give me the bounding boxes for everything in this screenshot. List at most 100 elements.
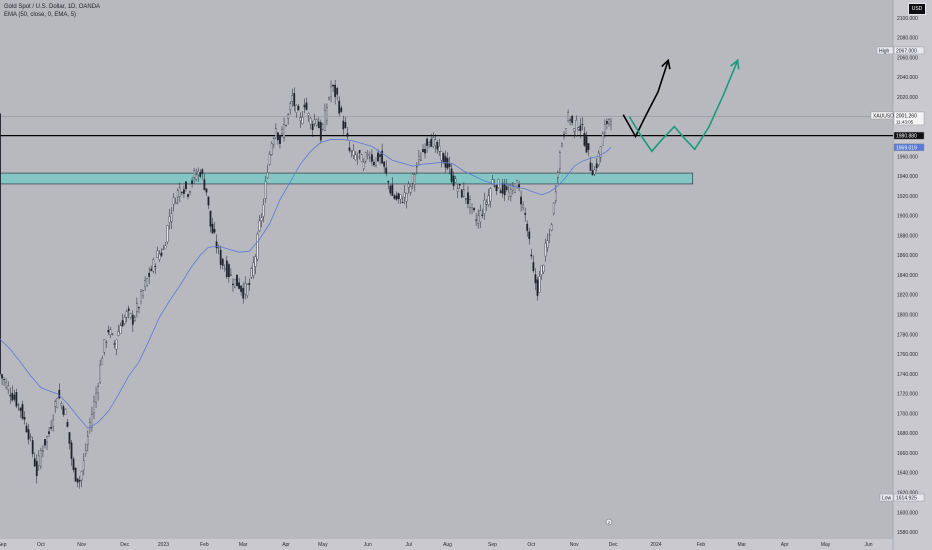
candle-body [52, 419, 55, 427]
candle-body [581, 123, 584, 125]
candle-body [219, 249, 222, 265]
candle-body [303, 104, 306, 108]
candle-body [180, 191, 183, 193]
candle-body [252, 262, 255, 276]
candle-body [450, 168, 453, 182]
candle-body [25, 425, 28, 433]
y-tick-label: 1840.000 [897, 273, 918, 279]
candle-body [583, 133, 586, 146]
candle-body [93, 401, 95, 414]
candle-body [227, 264, 230, 278]
y-tick-label: 1820.000 [897, 293, 918, 299]
candle-body [462, 189, 465, 197]
candle-body [411, 173, 414, 184]
candle-body [603, 124, 606, 133]
candle-body [187, 194, 189, 197]
candle-body [199, 172, 202, 177]
y-tick-label: 1800.000 [897, 312, 918, 318]
y-tick-label: 1640.000 [897, 471, 918, 477]
candle-body [324, 109, 326, 131]
candle-body [246, 284, 249, 296]
candle-body [48, 431, 50, 434]
candle-body [512, 185, 514, 191]
candle-body [101, 358, 104, 365]
candle-body [336, 88, 339, 95]
candle-body [156, 250, 159, 258]
candle-body [516, 180, 518, 188]
candle-body [91, 414, 93, 428]
event-marker-label: 2 [608, 520, 611, 525]
candle-body [0, 113, 1, 375]
symbol-title[interactable]: Gold Spot / U.S. Dollar, 1D, OANDA [4, 4, 101, 10]
candle-body [491, 179, 494, 185]
y-tick-label: 1720.000 [897, 392, 918, 398]
candle-body [193, 170, 196, 178]
candle-body [119, 325, 122, 334]
candle-body [297, 105, 300, 111]
candle-body [3, 379, 5, 381]
candle-body [499, 190, 502, 194]
candle-body [397, 193, 400, 199]
candle-body [285, 124, 287, 127]
candle-body [189, 191, 191, 193]
candle-body [385, 167, 388, 174]
candle-body [465, 198, 467, 200]
y-tick-label: 1620.000 [897, 491, 918, 497]
candle-body [526, 223, 529, 231]
low-price-label: 1614.925 [896, 496, 917, 502]
y-tick-label: 1940.000 [897, 174, 918, 180]
candle-body [473, 207, 475, 211]
candle-body [154, 265, 157, 267]
candle-body [442, 153, 445, 164]
candle-body [123, 317, 126, 324]
candle-body [548, 234, 551, 236]
candle-body [438, 145, 441, 152]
candle-body [291, 95, 294, 102]
x-tick-label: Aug [443, 542, 452, 548]
black-projection-path-arrowhead [661, 58, 671, 70]
x-tick-label: Mar [239, 542, 248, 548]
candle-body [205, 188, 208, 193]
ema-indicator-label[interactable]: EMA (50, close, 0, EMA, 5) [4, 12, 77, 18]
candle-body [393, 195, 396, 199]
candle-body [270, 143, 273, 155]
y-tick-label: 2040.000 [897, 75, 918, 81]
candle-body [240, 285, 243, 292]
candle-body [166, 225, 169, 243]
black-projection-path [622, 60, 669, 139]
chart-legend: Gold Spot / U.S. Dollar, 1D, OANDA EMA (… [4, 3, 100, 19]
currency-button[interactable]: USD [908, 3, 926, 15]
x-tick-label: Oct [37, 542, 45, 548]
candle-body [140, 291, 142, 302]
candle-body [579, 125, 582, 132]
candle-body [129, 313, 132, 318]
candle-body [42, 450, 44, 452]
candle-body [595, 163, 598, 169]
candle-body [111, 333, 114, 335]
candle-body [158, 253, 161, 260]
candle-body [591, 170, 594, 176]
candle-body [344, 122, 347, 128]
candle-body [360, 154, 363, 162]
current-price-label-bg [893, 111, 925, 126]
candle-body [197, 170, 200, 176]
candle-body [309, 118, 312, 125]
candle-body [242, 287, 245, 299]
candle-body [597, 152, 600, 166]
candle-body [405, 193, 408, 202]
candle-body [311, 123, 314, 131]
candle-body [399, 194, 402, 200]
x-tick-label: Jun [864, 542, 872, 548]
candle-body [213, 229, 216, 233]
candle-body [567, 112, 569, 122]
candle-body [293, 93, 296, 106]
candle-body [11, 392, 14, 401]
candle-body [127, 308, 130, 311]
y-tick-label: 2060.000 [897, 55, 918, 61]
high-price-label-tag-bg [876, 46, 894, 55]
candle-body [31, 440, 34, 454]
candle-body [268, 154, 271, 165]
price-axis-panel [893, 0, 932, 550]
